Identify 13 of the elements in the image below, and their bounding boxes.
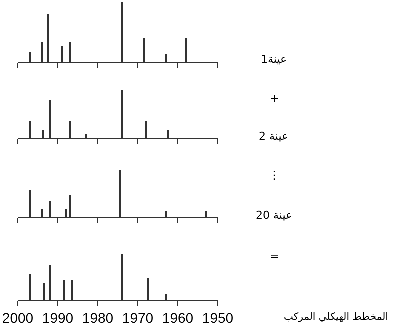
x-tick-label: 2000 xyxy=(2,310,34,326)
x-tick-label: 1990 xyxy=(42,310,74,326)
text: = xyxy=(270,250,280,263)
text: عينة 2 xyxy=(259,130,289,143)
text: + xyxy=(270,92,280,105)
text: ⋮ xyxy=(269,169,280,182)
text: المخطط الهيكلي المركب xyxy=(284,312,388,323)
x-tick-label: 1960 xyxy=(162,310,194,326)
x-tick-label: 1980 xyxy=(82,310,114,326)
x-tick-label: 1970 xyxy=(122,310,154,326)
text: عينة 20 xyxy=(256,209,293,222)
x-tick-label: 1950 xyxy=(202,310,234,326)
text: عينة1 xyxy=(261,53,288,66)
